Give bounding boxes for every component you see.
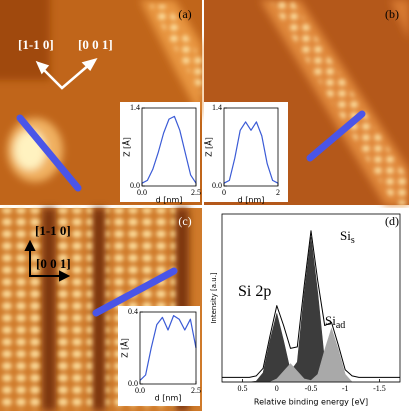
annotation-subscript: s bbox=[351, 235, 355, 246]
annotation-text: Si bbox=[325, 313, 336, 328]
profile-curve bbox=[222, 230, 400, 378]
profile-line bbox=[306, 110, 366, 162]
direction-arrows bbox=[24, 239, 71, 282]
x-tick-label: 0 bbox=[275, 384, 279, 393]
x-tick-label: 2 bbox=[276, 188, 280, 197]
annotation-text: Si bbox=[340, 228, 351, 243]
direction-label: [0 0 1] bbox=[78, 37, 113, 52]
plot-frame bbox=[223, 107, 279, 187]
panel-label: (c) bbox=[178, 214, 191, 228]
direction-label: [0 0 1] bbox=[36, 256, 71, 271]
x-axis-label: Relative binding energy [eV] bbox=[254, 398, 368, 407]
panel-label: (d) bbox=[385, 214, 399, 228]
y-tick-label: 0.4 bbox=[128, 307, 138, 316]
x-tick-label: -1 bbox=[342, 384, 349, 393]
profile-line bbox=[16, 114, 82, 192]
y-axis-label: Z [Å] bbox=[121, 137, 132, 157]
y-axis-label: Intensity [a.u.] bbox=[210, 272, 218, 324]
y-tick-label: 0.0 bbox=[130, 181, 140, 190]
y-tick-label: 1.4 bbox=[212, 103, 222, 112]
x-tick-label: 2.5 bbox=[191, 188, 201, 197]
panel-label: (a) bbox=[178, 7, 191, 21]
x-tick-label: 0.0 bbox=[135, 386, 145, 395]
annotation: Siad bbox=[325, 313, 345, 331]
y-tick-label: 1.4 bbox=[130, 103, 140, 112]
y-tick-label: 0.0 bbox=[128, 379, 138, 388]
direction-label: [1-1 0] bbox=[18, 37, 54, 52]
profile-line bbox=[92, 267, 178, 317]
annotation-text: Si 2p bbox=[238, 283, 271, 300]
plot-frame bbox=[139, 311, 197, 385]
annotation: Si 2p bbox=[238, 283, 271, 300]
x-axis-label: d [nm] bbox=[156, 196, 183, 205]
x-tick-label: 0.0 bbox=[137, 188, 147, 197]
plot-frame bbox=[141, 107, 197, 187]
profile-curve bbox=[139, 315, 197, 381]
plot-frame bbox=[221, 213, 401, 383]
x-tick-label: -0.5 bbox=[305, 384, 318, 393]
y-axis-label: Z [Å] bbox=[119, 338, 130, 358]
direction-arrows bbox=[35, 58, 98, 90]
x-tick-label: 0.5 bbox=[238, 384, 248, 393]
profile-curve bbox=[141, 115, 197, 184]
panel-label: (b) bbox=[385, 7, 399, 21]
inset-bg bbox=[204, 102, 288, 202]
x-tick-label: 0 bbox=[222, 188, 226, 197]
direction-label: [1-1 0] bbox=[35, 223, 71, 238]
x-tick-label: 2.5 bbox=[191, 386, 201, 395]
y-axis-label: Z [Å] bbox=[203, 137, 214, 157]
x-axis-label: d [nm] bbox=[238, 196, 265, 205]
x-tick-label: -1.5 bbox=[373, 384, 386, 393]
inset-bg bbox=[120, 102, 200, 202]
x-axis-label: d [nm] bbox=[155, 394, 182, 403]
annotation-subscript: ad bbox=[336, 320, 345, 331]
y-tick-label: 0.0 bbox=[212, 181, 222, 190]
annotation: Sis bbox=[340, 228, 355, 246]
profile-curve bbox=[223, 121, 279, 184]
